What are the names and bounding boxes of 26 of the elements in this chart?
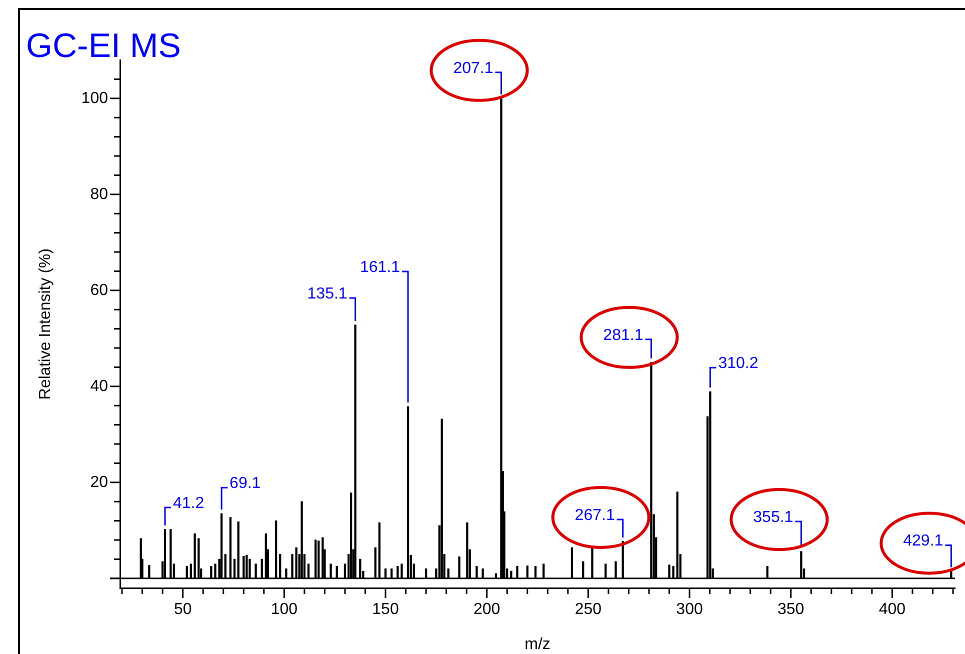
chart-title: GC-EI MS <box>26 26 181 66</box>
x-tick-label: 50 <box>174 601 192 618</box>
annotation: 267.1 <box>574 506 615 524</box>
annotation: 281.1 <box>603 326 644 344</box>
annotation: 429.1 <box>903 532 944 550</box>
y-tick-label: 60 <box>90 282 108 299</box>
annotation: 207.1 <box>453 60 494 77</box>
x-tick-label: 100 <box>270 601 298 618</box>
x-tick-label: 200 <box>473 601 500 618</box>
x-tick-label: 400 <box>878 601 906 618</box>
annotation: 355.1 <box>753 508 794 526</box>
annotation: 69.1 <box>230 475 261 492</box>
annotation: 161.1 <box>360 258 400 276</box>
y-tick-label: 80 <box>90 186 108 203</box>
annotation: 310.2 <box>718 355 758 372</box>
y-axis-title: Relative Intensity (%) <box>37 248 54 400</box>
y-tick-label: 40 <box>90 378 108 395</box>
y-tick-label: 100 <box>81 90 108 107</box>
x-tick-label: 300 <box>676 601 703 618</box>
x-tick-label: 150 <box>372 601 399 618</box>
annotation: 41.2 <box>172 494 204 512</box>
x-tick-label: 350 <box>778 601 804 618</box>
x-tick-label: 250 <box>574 601 602 618</box>
x-axis-title: m/z <box>524 636 550 653</box>
y-tick-label: 20 <box>90 474 108 491</box>
annotation: 135.1 <box>307 285 348 302</box>
